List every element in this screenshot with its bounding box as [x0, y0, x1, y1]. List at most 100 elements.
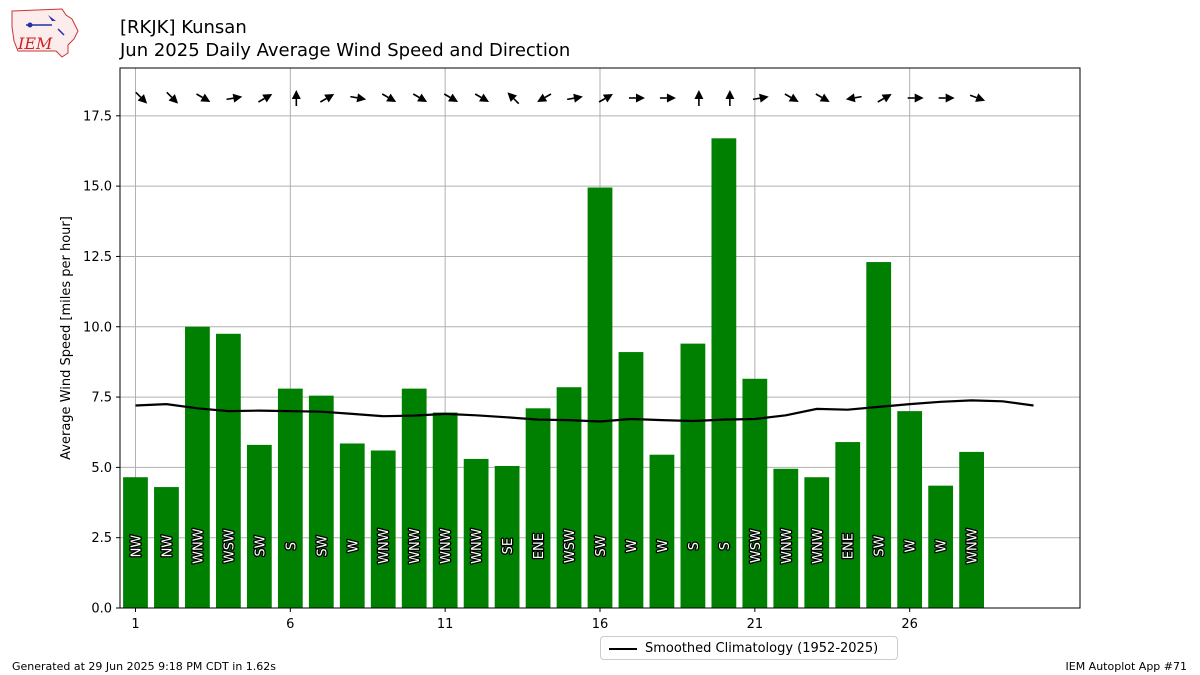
- direction-label: W: [346, 540, 361, 553]
- climatology-line: [135, 399, 1034, 423]
- direction-label: S: [687, 542, 702, 550]
- wind-speed-bar: [401, 388, 427, 608]
- x-tick-label: 6: [286, 617, 294, 632]
- wind-speed-bar: [308, 395, 334, 608]
- wind-direction-arrow-shaft: [567, 97, 575, 101]
- direction-label: SW: [315, 535, 330, 556]
- direction-label: SW: [253, 535, 268, 556]
- chart-title-line1: [RKJK] Kunsan: [120, 17, 247, 38]
- wind-direction-arrow-shaft: [258, 97, 265, 103]
- wind-direction-arrow: [784, 93, 799, 102]
- direction-label: W: [935, 540, 950, 553]
- wind-direction-arrow-head: [232, 93, 243, 103]
- x-tick-label: 21: [747, 617, 764, 632]
- direction-label: S: [284, 542, 299, 550]
- wind-speed-bar: [897, 411, 923, 608]
- wind-direction-arrow-shaft: [752, 97, 760, 101]
- wind-speed-bar: [123, 477, 148, 608]
- wind-direction-arrow: [877, 94, 892, 103]
- wind-direction-arrow-shaft: [784, 93, 792, 99]
- wind-direction-arrow: [694, 90, 704, 106]
- x-tick-label: 1: [131, 617, 139, 632]
- wind-direction-arrow-shaft: [319, 97, 327, 103]
- wind-speed-bar: [959, 451, 984, 608]
- wind-direction-arrow-head: [479, 93, 490, 102]
- direction-label: WNW: [408, 528, 423, 564]
- wind-direction-arrow-head: [819, 93, 830, 102]
- wind-direction-arrow: [166, 91, 179, 104]
- wind-direction-arrow-shaft: [815, 93, 823, 99]
- wind-direction-arrow-head: [356, 93, 367, 103]
- legend-label: Smoothed Climatology (1952-2025): [645, 641, 879, 656]
- wind-direction-arrow-shaft: [513, 98, 520, 105]
- y-tick-label: 12.5: [83, 250, 112, 265]
- wind-direction-arrow-shaft: [381, 93, 389, 99]
- wind-direction-arrow-shaft: [969, 94, 977, 99]
- wind-direction-arrow: [474, 93, 490, 102]
- wind-speed-bar: [742, 378, 768, 608]
- wind-direction-arrow-head: [635, 93, 645, 103]
- wind-direction-arrow-head: [666, 93, 676, 103]
- wind-speed-bar: [711, 138, 737, 608]
- y-tick-label: 10.0: [83, 320, 112, 335]
- wind-speed-bar: [154, 487, 179, 608]
- y-tick-label: 17.5: [83, 109, 112, 124]
- wind-speed-bar: [618, 352, 644, 608]
- wind-direction-arrow: [845, 93, 862, 103]
- wind-direction-arrow-shaft: [166, 91, 173, 98]
- direction-label: NW: [129, 535, 144, 558]
- wind-speed-bar: [773, 468, 799, 608]
- wind-direction-arrow: [628, 93, 645, 103]
- y-tick-label: 7.5: [91, 391, 112, 406]
- wind-direction-arrow-head: [975, 93, 986, 102]
- y-tick-label: 0.0: [91, 602, 112, 617]
- wind-speed-bar: [525, 408, 551, 608]
- wind-speed-bar: [804, 477, 830, 608]
- wind-direction-arrow-head: [694, 90, 704, 99]
- direction-label: WNW: [780, 528, 795, 564]
- wind-direction-arrow-head: [200, 93, 211, 102]
- wind-speed-bar: [835, 442, 861, 608]
- iem-logo: IEM: [11, 8, 79, 58]
- direction-label: SW: [594, 535, 609, 556]
- legend: Smoothed Climatology (1952-2025): [600, 636, 898, 660]
- direction-label: WSW: [563, 529, 578, 563]
- direction-label: WNW: [470, 528, 485, 564]
- wind-direction-arrow-head: [573, 93, 583, 103]
- wind-speed-bar: [246, 444, 272, 608]
- wind-direction-arrow-head: [386, 93, 397, 102]
- wind-direction-arrow-shaft: [877, 97, 885, 103]
- wind-direction-arrow-shaft: [598, 97, 606, 103]
- wind-speed-bar: [463, 458, 489, 608]
- wind-direction-arrow: [258, 94, 273, 103]
- wind-speed-bar: [587, 187, 613, 608]
- y-axis-label: Average Wind Speed [miles per hour]: [59, 216, 74, 460]
- direction-label: W: [625, 540, 640, 553]
- wind-direction-arrow: [412, 93, 428, 102]
- wind-direction-arrow: [381, 93, 397, 102]
- x-tick-label: 16: [592, 617, 609, 632]
- wind-speed-bar: [185, 326, 210, 608]
- wind-direction-arrow-shaft: [443, 93, 451, 99]
- wind-speed-bar: [494, 465, 520, 608]
- wind-direction-arrow-shaft: [226, 97, 234, 101]
- wind-direction-arrow: [350, 93, 367, 103]
- wind-direction-arrow: [598, 94, 613, 103]
- wind-direction-arrow-head: [417, 93, 428, 102]
- wind-speed-bar: [339, 443, 365, 608]
- wind-speed-bar: [649, 454, 675, 608]
- wind-direction-arrow-head: [537, 93, 548, 102]
- wind-direction-arrow-shaft: [196, 93, 203, 99]
- x-tick-label: 11: [437, 617, 454, 632]
- wind-direction-arrow: [938, 93, 955, 103]
- wind-direction-arrow-shaft: [135, 91, 142, 98]
- wind-direction-arrow-head: [262, 94, 273, 103]
- direction-label: WNW: [439, 528, 454, 564]
- wind-direction-arrow-shaft: [350, 95, 358, 99]
- direction-label: SE: [501, 538, 516, 554]
- wind-direction-arrow-head: [759, 93, 769, 103]
- wind-direction-arrow-head: [725, 90, 735, 99]
- direction-label: WNW: [191, 528, 206, 564]
- y-tick-label: 5.0: [91, 461, 112, 476]
